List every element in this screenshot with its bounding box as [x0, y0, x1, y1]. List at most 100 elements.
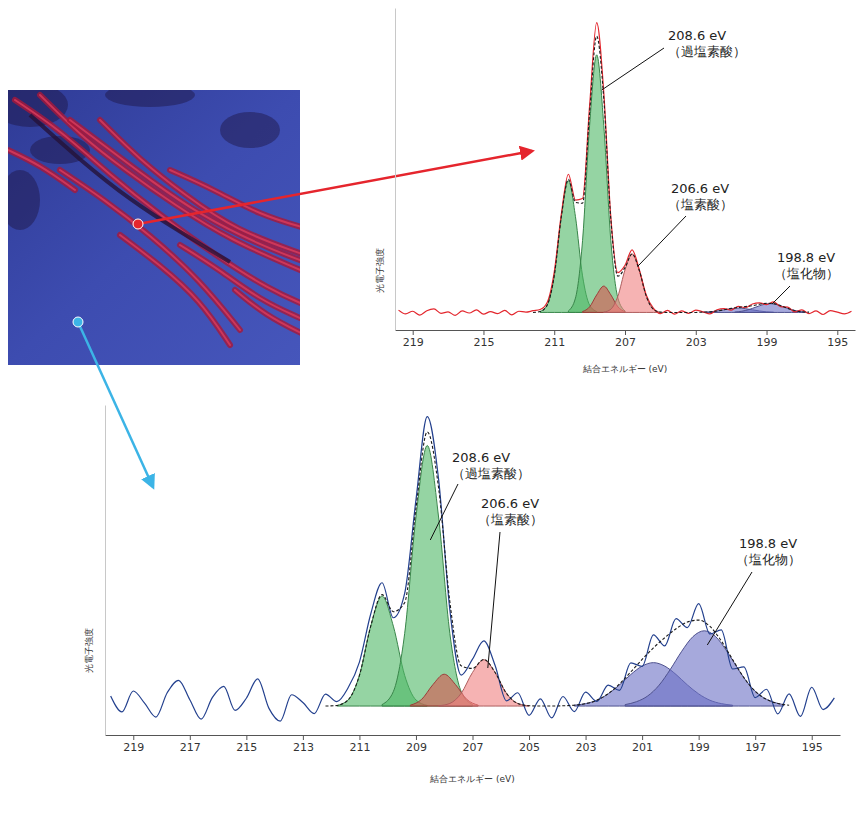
x-tick-label: 199: [689, 741, 710, 754]
x-tick-mark: [642, 735, 643, 740]
x-tick-label: 203: [576, 741, 597, 754]
x-tick-label: 217: [180, 741, 201, 754]
arrow: [138, 151, 532, 224]
peak-component: [439, 660, 529, 706]
x-tick: 205: [519, 735, 540, 754]
point-marker: [133, 219, 143, 229]
leader-line: [602, 48, 664, 90]
leader-line: [488, 532, 500, 668]
x-tick-mark: [586, 735, 587, 740]
x-tick: 201: [632, 735, 653, 754]
x-tick: 219: [403, 330, 424, 349]
x-tick-label: 195: [827, 336, 848, 349]
x-tick-mark: [767, 330, 768, 335]
peak-component: [568, 55, 625, 313]
y-axis-title: 光電子強度: [84, 628, 94, 673]
x-tick: 199: [689, 735, 710, 754]
x-tick: 215: [236, 735, 257, 754]
y-axis-line: [105, 406, 106, 736]
x-tick-mark: [529, 735, 530, 740]
chart: 219 217 215 213 211 209 207 205 203 201 199 197 195 結…: [84, 406, 841, 785]
x-tick: 219: [123, 735, 144, 754]
x-tick: 209: [406, 735, 427, 754]
annotation-note: （塩素酸）: [478, 512, 543, 527]
map-shadow: [220, 112, 280, 148]
fit-envelope: [533, 36, 809, 312]
x-tick: 195: [827, 330, 848, 349]
x-tick-label: 215: [473, 336, 494, 349]
x-tick-label: 195: [802, 741, 823, 754]
y-axis-line: [395, 9, 396, 331]
x-tick-label: 211: [544, 336, 565, 349]
x-tick-label: 199: [757, 336, 778, 349]
x-tick: 203: [576, 735, 597, 754]
x-tick: 211: [349, 735, 370, 754]
peak-component: [382, 446, 472, 707]
x-tick-label: 197: [745, 741, 766, 754]
x-tick-label: 219: [403, 336, 424, 349]
arrow: [78, 322, 153, 487]
x-tick-mark: [246, 735, 247, 740]
fit-envelope: [326, 432, 790, 706]
x-tick-label: 213: [293, 741, 314, 754]
x-tick-mark: [473, 735, 474, 740]
map-background: [8, 90, 300, 365]
x-tick-mark: [837, 330, 838, 335]
annotation-value: 198.8 eV: [739, 536, 797, 551]
x-tick: 215: [473, 330, 494, 349]
x-tick: 213: [293, 735, 314, 754]
x-tick-label: 207: [615, 336, 636, 349]
annotation-note: （過塩素酸）: [668, 44, 746, 59]
map-strand-core: [170, 170, 300, 228]
point-marker: [73, 317, 83, 327]
x-tick-mark: [812, 735, 813, 740]
x-tick-mark: [554, 330, 555, 335]
annotation-value: 206.6 eV: [671, 181, 729, 196]
leader-line: [638, 216, 686, 266]
leader-line: [772, 286, 790, 304]
map-strand-core: [100, 120, 300, 255]
annotation-value: 208.6 eV: [452, 450, 510, 465]
x-tick: 197: [745, 735, 766, 754]
annotation-note: （塩化物）: [736, 552, 801, 567]
leader-line: [707, 572, 752, 645]
map-shadow: [105, 90, 195, 107]
annotation-value: 206.6 eV: [481, 496, 539, 511]
annotation-value: 198.8 eV: [777, 250, 835, 265]
x-axis: 219 217 215 213 211 209 207 205 203 201 199 197 195: [106, 735, 841, 754]
annotation-value: 208.6 eV: [668, 28, 726, 43]
x-tick-label: 207: [463, 741, 484, 754]
x-tick-label: 219: [123, 741, 144, 754]
plot-area: [111, 417, 835, 722]
annotation-note: （塩素酸）: [668, 197, 733, 212]
x-tick: 211: [544, 330, 565, 349]
peak-component: [604, 254, 661, 313]
y-axis: [105, 406, 106, 736]
map-strand: [8, 150, 75, 190]
x-tick-label: 209: [406, 741, 427, 754]
spectrum-line: [399, 23, 852, 316]
map-strand: [170, 170, 300, 228]
map-strand-core: [180, 245, 300, 318]
x-tick-mark: [483, 330, 484, 335]
spectrum-line: [111, 417, 835, 722]
x-tick-mark: [133, 735, 134, 740]
x-tick: 199: [757, 330, 778, 349]
x-axis: 219 215 211 207 203 199 195: [396, 330, 856, 349]
map-strand-core: [70, 120, 300, 262]
x-tick-label: 205: [519, 741, 540, 754]
x-tick: 195: [802, 735, 823, 754]
x-tick: 207: [615, 330, 636, 349]
x-tick-label: 215: [236, 741, 257, 754]
x-tick: 217: [180, 735, 201, 754]
x-axis-title: 結合エネルギー (eV): [429, 774, 515, 784]
figure: 219 215 211 207 203 199 195 結合エネルギー (eV) 光電子強度 20…: [0, 0, 863, 817]
x-tick-mark: [699, 735, 700, 740]
map-strand: [70, 120, 300, 262]
plot-area: [399, 23, 852, 316]
map-strand: [100, 120, 300, 255]
x-tick-label: 201: [632, 741, 653, 754]
x-tick-mark: [625, 330, 626, 335]
x-tick: 207: [463, 735, 484, 754]
x-tick: 203: [686, 330, 707, 349]
